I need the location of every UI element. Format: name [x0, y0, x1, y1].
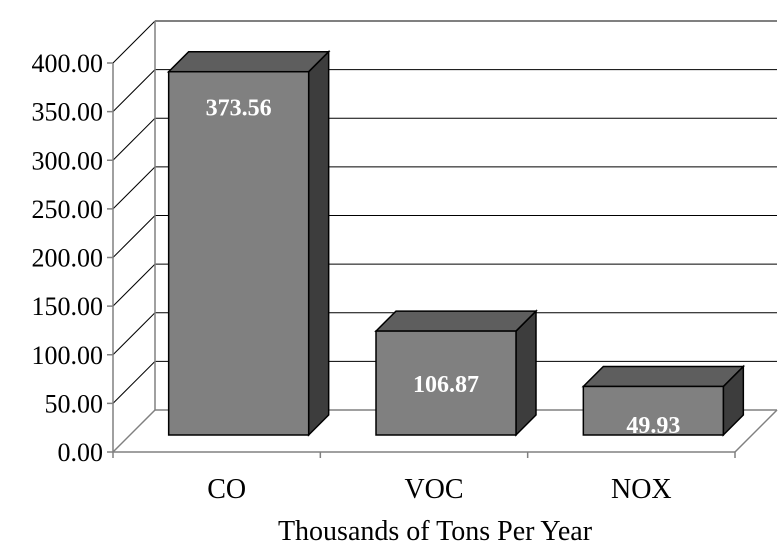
bar-front-face	[167, 70, 310, 436]
data-label: 49.93	[626, 413, 680, 439]
y-tick-label: 300.00	[32, 146, 104, 175]
gridline-side	[112, 69, 156, 112]
x-category-label: CO	[207, 474, 246, 505]
x-axis-label: Thousands of Tons Per Year	[278, 516, 593, 547]
bar-top-face	[581, 365, 746, 388]
y-tick-label: 150.00	[32, 292, 104, 321]
data-label: 106.87	[413, 372, 479, 398]
y-tick-label: 350.00	[32, 98, 104, 127]
bar-top-face	[166, 50, 331, 73]
gridline-side	[112, 361, 156, 404]
x-axis-categories: CO VOC NOX	[112, 452, 736, 505]
bar-top-face	[374, 310, 538, 332]
bar-side-face	[515, 309, 537, 437]
bar-side-face	[307, 49, 330, 437]
gridline-side	[112, 215, 156, 258]
gridline-side	[112, 117, 156, 161]
y-tick-label: 0.00	[58, 438, 104, 467]
gridline-side	[112, 20, 156, 64]
y-tick-label: 400.00	[32, 49, 104, 78]
bar-front-face	[582, 385, 725, 436]
gridline-side	[112, 263, 156, 307]
floor-left-edge	[112, 409, 156, 453]
y-tick-label: 200.00	[32, 244, 104, 273]
gridline-side	[112, 312, 156, 356]
y-tick-label: 100.00	[32, 341, 104, 370]
floor-right-edge	[734, 409, 778, 453]
bars: 373.56 106.87 49.93	[166, 49, 746, 439]
y-tick-label: 50.00	[45, 389, 104, 418]
bar-co: 373.56	[166, 49, 331, 437]
data-label: 373.56	[206, 96, 272, 122]
y-axis-ticks: 0.00 50.00 100.00 150.00 200.00 250.00 300.00 3…	[32, 49, 113, 467]
gridline-side	[112, 166, 156, 210]
x-category-label: VOC	[404, 474, 463, 505]
bar-front-face	[375, 330, 517, 436]
bar-voc: 106.87	[374, 309, 538, 437]
x-category-label: NOX	[611, 474, 672, 505]
bar-nox: 49.93	[581, 364, 746, 439]
y-tick-label: 250.00	[32, 195, 104, 224]
